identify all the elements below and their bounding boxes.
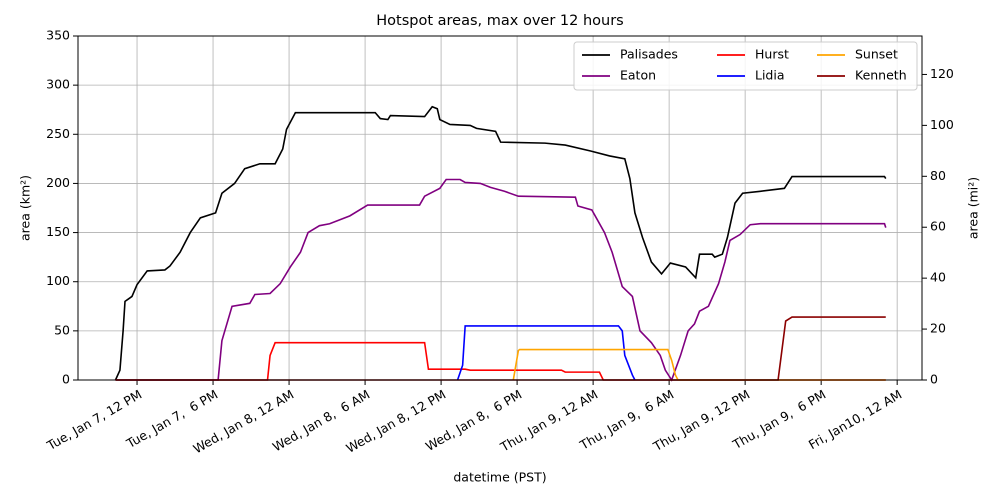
y2-tick-label: 80 (930, 168, 946, 183)
series-line (512, 348, 886, 381)
y2-tick-label: 40 (930, 270, 946, 285)
legend-box (573, 41, 918, 91)
x-axis-label: datetime (PST) (453, 470, 546, 485)
y2-axis-label: area (mi²) (966, 177, 981, 239)
y2-tick-label: 0 (930, 372, 938, 387)
legend-label: Palisades (620, 47, 678, 62)
y-tick-label: 350 (46, 28, 70, 43)
y2-tick-label: 120 (930, 66, 954, 81)
legend-label: Sunset (855, 47, 898, 62)
y2-tick-label: 100 (930, 117, 954, 132)
y-axis-label: area (km²) (18, 175, 33, 241)
series-line (115, 341, 886, 381)
y-tick-label: 0 (62, 372, 70, 387)
y-tick-label: 100 (46, 273, 70, 288)
y2-tick-label: 20 (930, 321, 946, 336)
legend-label: Kenneth (855, 68, 907, 83)
series-line (115, 178, 887, 382)
plot-frame (77, 35, 923, 381)
series-line (114, 105, 887, 381)
series-line (456, 325, 636, 381)
legend-label: Lidia (755, 68, 785, 83)
y-tick-label: 200 (46, 175, 70, 190)
y-tick-label: 50 (54, 322, 70, 337)
legend-label: Eaton (620, 68, 656, 83)
legend-label: Hurst (755, 47, 789, 62)
y-tick-label: 150 (46, 224, 70, 239)
y-tick-label: 250 (46, 126, 70, 141)
chart-title: Hotspot areas, max over 12 hours (376, 13, 623, 29)
y-tick-label: 300 (46, 77, 70, 92)
y2-tick-label: 60 (930, 219, 946, 234)
